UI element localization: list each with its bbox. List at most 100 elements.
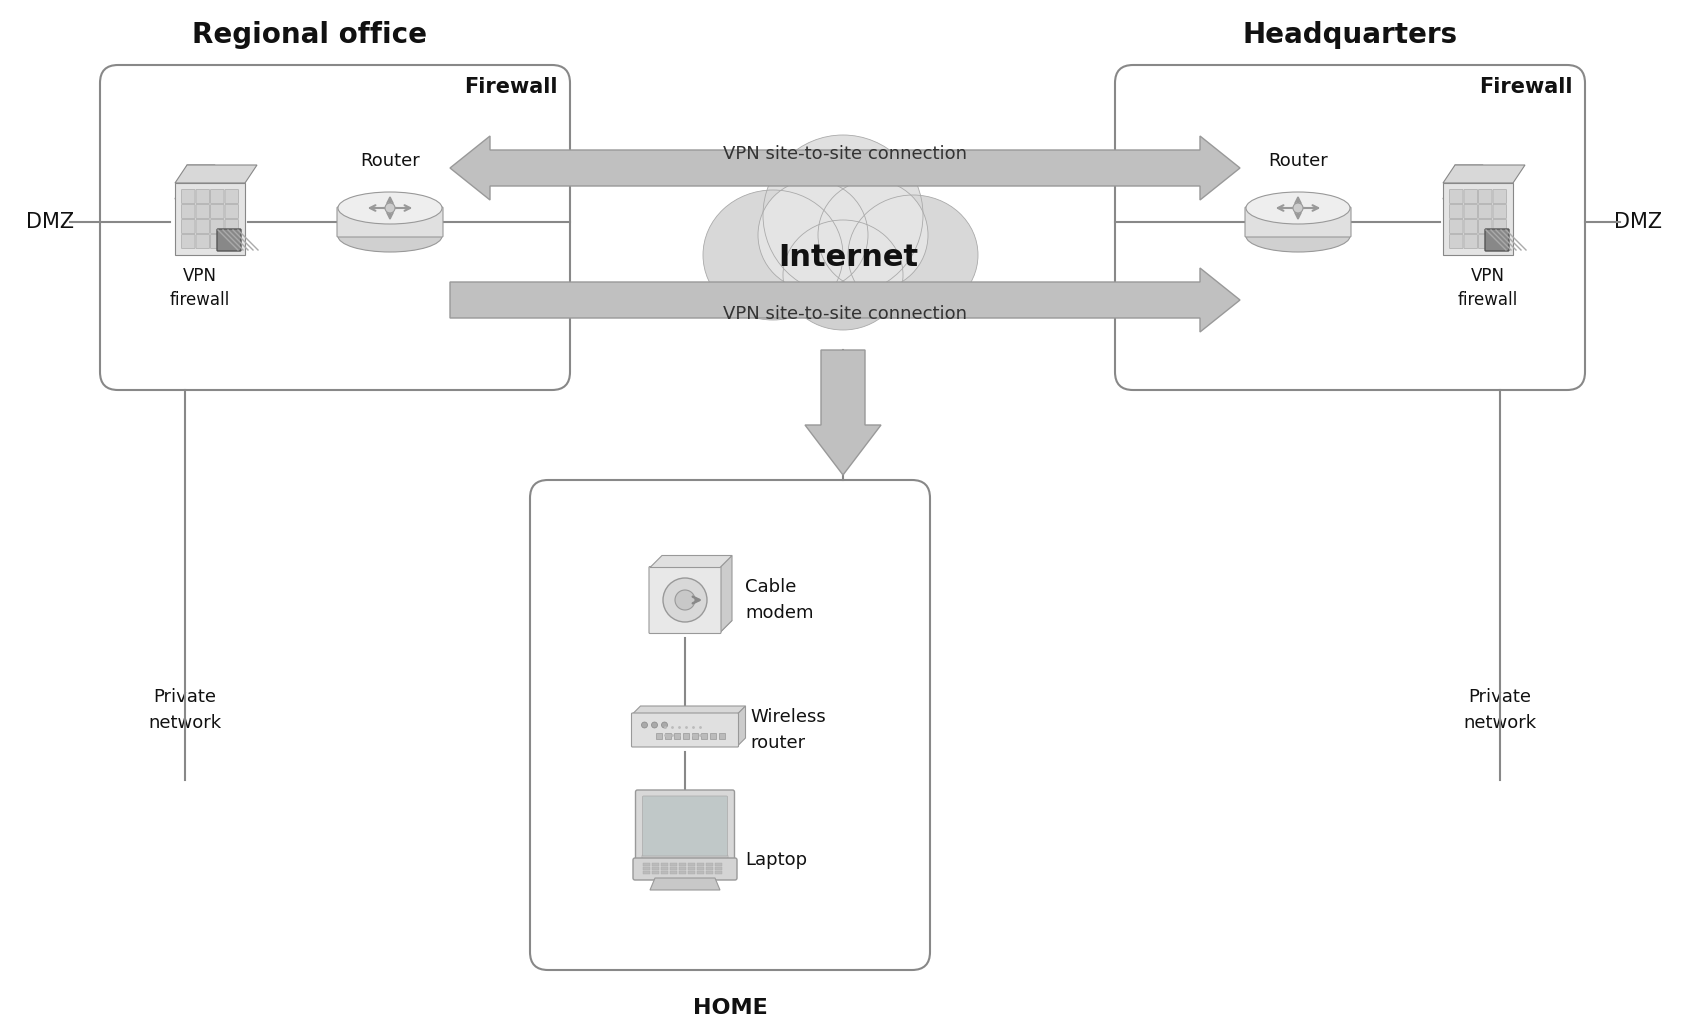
Bar: [705, 863, 714, 866]
FancyBboxPatch shape: [1478, 235, 1491, 248]
Polygon shape: [720, 556, 732, 632]
Text: Headquarters: Headquarters: [1242, 21, 1458, 49]
FancyBboxPatch shape: [1245, 207, 1351, 237]
FancyBboxPatch shape: [218, 229, 241, 252]
FancyBboxPatch shape: [211, 219, 224, 234]
Text: DMZ: DMZ: [25, 212, 74, 232]
Text: Cable
modem: Cable modem: [746, 579, 813, 621]
Circle shape: [385, 203, 395, 213]
Polygon shape: [175, 165, 214, 199]
Bar: [688, 867, 695, 870]
Text: Firewall: Firewall: [1479, 77, 1572, 97]
FancyBboxPatch shape: [1493, 189, 1506, 204]
FancyBboxPatch shape: [1493, 235, 1506, 248]
Ellipse shape: [337, 193, 442, 224]
Bar: [678, 871, 687, 874]
Bar: [715, 867, 722, 870]
FancyBboxPatch shape: [224, 189, 238, 204]
FancyBboxPatch shape: [636, 790, 734, 862]
Circle shape: [641, 722, 648, 728]
Circle shape: [1292, 203, 1302, 213]
Circle shape: [663, 578, 707, 622]
FancyBboxPatch shape: [1449, 219, 1463, 234]
Bar: [661, 863, 668, 866]
Bar: [697, 871, 703, 874]
Bar: [665, 733, 671, 739]
FancyBboxPatch shape: [224, 205, 238, 218]
FancyBboxPatch shape: [196, 205, 209, 218]
FancyBboxPatch shape: [196, 189, 209, 204]
FancyBboxPatch shape: [1464, 205, 1478, 218]
Ellipse shape: [757, 180, 869, 290]
Text: VPN
firewall: VPN firewall: [1458, 267, 1518, 308]
Bar: [675, 733, 680, 739]
Bar: [643, 867, 649, 870]
FancyBboxPatch shape: [182, 205, 196, 218]
Polygon shape: [649, 878, 720, 890]
FancyBboxPatch shape: [1464, 219, 1478, 234]
Ellipse shape: [1247, 193, 1350, 224]
Polygon shape: [649, 556, 732, 567]
FancyBboxPatch shape: [1478, 189, 1491, 204]
Bar: [670, 863, 676, 866]
Polygon shape: [450, 136, 1240, 200]
Bar: [643, 863, 649, 866]
Text: VPN site-to-site connection: VPN site-to-site connection: [724, 145, 967, 162]
Ellipse shape: [783, 220, 903, 330]
Bar: [678, 863, 687, 866]
FancyBboxPatch shape: [1449, 189, 1463, 204]
FancyBboxPatch shape: [337, 207, 444, 237]
FancyBboxPatch shape: [211, 205, 224, 218]
Bar: [651, 867, 660, 870]
Bar: [656, 733, 663, 739]
FancyBboxPatch shape: [1493, 219, 1506, 234]
FancyBboxPatch shape: [1449, 205, 1463, 218]
FancyBboxPatch shape: [224, 235, 238, 248]
FancyBboxPatch shape: [211, 189, 224, 204]
Bar: [661, 871, 668, 874]
FancyBboxPatch shape: [643, 796, 727, 856]
Ellipse shape: [763, 135, 923, 295]
Ellipse shape: [1247, 220, 1350, 252]
FancyBboxPatch shape: [224, 219, 238, 234]
Polygon shape: [633, 706, 746, 714]
Bar: [651, 871, 660, 874]
Text: Firewall: Firewall: [464, 77, 558, 97]
Circle shape: [675, 590, 695, 610]
Polygon shape: [1442, 183, 1513, 255]
FancyBboxPatch shape: [1493, 205, 1506, 218]
Bar: [683, 733, 690, 739]
Text: Wireless
router: Wireless router: [751, 709, 825, 751]
Polygon shape: [1442, 165, 1525, 183]
Polygon shape: [1442, 165, 1483, 199]
Bar: [697, 863, 703, 866]
Ellipse shape: [337, 220, 442, 252]
Bar: [715, 871, 722, 874]
Ellipse shape: [703, 190, 844, 320]
Text: Laptop: Laptop: [746, 851, 806, 869]
Text: Private
network: Private network: [1463, 688, 1537, 732]
FancyBboxPatch shape: [631, 713, 739, 747]
Ellipse shape: [849, 195, 978, 315]
Polygon shape: [450, 268, 1240, 332]
FancyBboxPatch shape: [633, 858, 737, 880]
FancyBboxPatch shape: [182, 235, 196, 248]
FancyBboxPatch shape: [1449, 235, 1463, 248]
Bar: [651, 863, 660, 866]
Polygon shape: [175, 183, 245, 255]
Circle shape: [651, 722, 658, 728]
FancyBboxPatch shape: [1464, 235, 1478, 248]
Bar: [643, 871, 649, 874]
Text: VPN
firewall: VPN firewall: [170, 267, 229, 308]
Bar: [705, 867, 714, 870]
FancyBboxPatch shape: [182, 219, 196, 234]
Ellipse shape: [818, 180, 928, 290]
Bar: [715, 863, 722, 866]
FancyBboxPatch shape: [643, 855, 729, 865]
Text: VPN site-to-site connection: VPN site-to-site connection: [724, 305, 967, 323]
Text: Router: Router: [359, 152, 420, 170]
FancyBboxPatch shape: [196, 235, 209, 248]
Polygon shape: [175, 165, 256, 183]
Polygon shape: [737, 706, 746, 746]
Circle shape: [661, 722, 668, 728]
